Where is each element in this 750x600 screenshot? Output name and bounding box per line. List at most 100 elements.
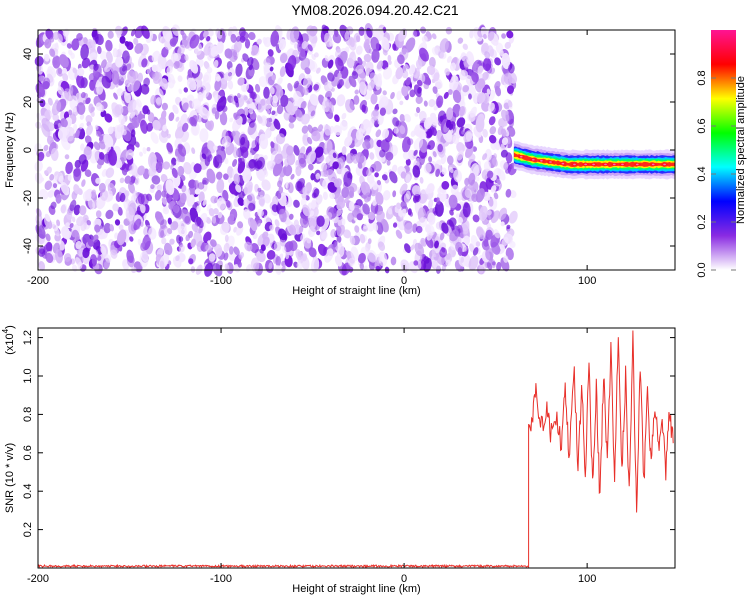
noise-blob [134,43,144,54]
noise-blob [76,33,83,41]
spectrogram-y-label: Frequency (Hz) [4,112,16,188]
noise-blob [367,238,372,245]
noise-blob [48,205,56,215]
noise-blob [504,41,511,49]
signal-peak-core [573,163,576,166]
noise-blob [317,243,327,256]
noise-blob [395,66,404,80]
noise-blob [285,252,290,260]
noise-blob [272,162,283,177]
noise-blob [404,243,411,254]
noise-blob [336,235,342,244]
noise-blob [345,26,354,35]
noise-blob [486,170,494,179]
noise-blob [186,77,197,91]
noise-blob [456,150,464,161]
x-tick-label: 0 [401,275,407,287]
noise-blob [352,154,359,164]
noise-blob [413,149,418,156]
noise-blob [369,152,375,160]
noise-blob [257,187,262,193]
noise-blob [348,257,356,267]
noise-blob [482,128,488,138]
noise-blob [494,141,501,151]
y-tick-label: 0.6 [22,445,34,460]
noise-blob [423,257,432,273]
noise-blob [162,161,171,170]
noise-blob [248,68,255,77]
noise-blob [168,112,175,122]
noise-blob [277,228,287,241]
noise-blob [188,179,196,189]
noise-blob [402,64,410,73]
noise-blob [308,247,317,258]
noise-blob [475,116,485,133]
noise-blob [307,44,313,52]
noise-blob [296,262,303,270]
noise-blob [188,185,197,196]
noise-blob [428,156,433,163]
noise-blob [392,43,397,51]
noise-blob [198,191,205,204]
noise-blob [124,90,131,104]
noise-blob [56,219,61,227]
noise-blob [290,173,295,180]
noise-blob [493,153,498,160]
noise-blob [300,57,311,71]
noise-blob [355,128,364,141]
noise-blob [459,106,465,117]
noise-blob [489,134,497,144]
noise-blob [169,38,177,47]
noise-blob [405,174,411,183]
noise-blob [219,111,228,126]
noise-blob [372,222,379,231]
colorbar-tick-label: 0.6 [696,118,708,133]
noise-blob [116,88,124,97]
noise-blob [293,80,299,89]
noise-blob [256,38,262,45]
noise-blob [170,221,179,231]
noise-blob [431,148,438,159]
noise-blob [475,188,485,203]
noise-blob [280,94,289,107]
noise-blob [38,248,46,257]
noise-blob [213,59,219,68]
noise-blob [86,220,92,226]
noise-blob [416,79,423,87]
noise-blob [58,175,64,184]
noise-blob [203,61,210,70]
noise-blob [130,28,136,37]
noise-blob [69,199,77,212]
snr-y-label: SNR (10 * v/v) [4,443,16,513]
noise-blob [244,39,251,49]
noise-blob [237,77,245,86]
noise-blob [500,221,505,227]
noise-blob [266,109,271,115]
noise-blob [87,197,96,210]
noise-blob [315,172,321,180]
noise-blob [39,189,49,200]
noise-blob [326,169,338,184]
noise-blob [115,158,123,168]
noise-blob [93,63,99,71]
noise-blob [317,124,324,132]
noise-blob [189,34,200,49]
noise-blob [81,179,86,187]
noise-blob [181,32,187,40]
noise-blob [472,247,479,256]
noise-blob [346,57,355,69]
noise-blob [160,230,165,238]
noise-blob [80,92,86,99]
noise-blob [230,131,236,137]
noise-blob [120,26,128,37]
noise-blob [183,87,189,93]
noise-blob [273,118,281,130]
noise-blob [257,208,264,217]
noise-blob [485,247,494,261]
noise-blob [75,130,80,139]
noise-blob [313,83,319,91]
noise-blob [208,253,216,262]
noise-blob [100,245,107,255]
noise-blob [390,256,397,266]
noise-blob [334,193,346,209]
